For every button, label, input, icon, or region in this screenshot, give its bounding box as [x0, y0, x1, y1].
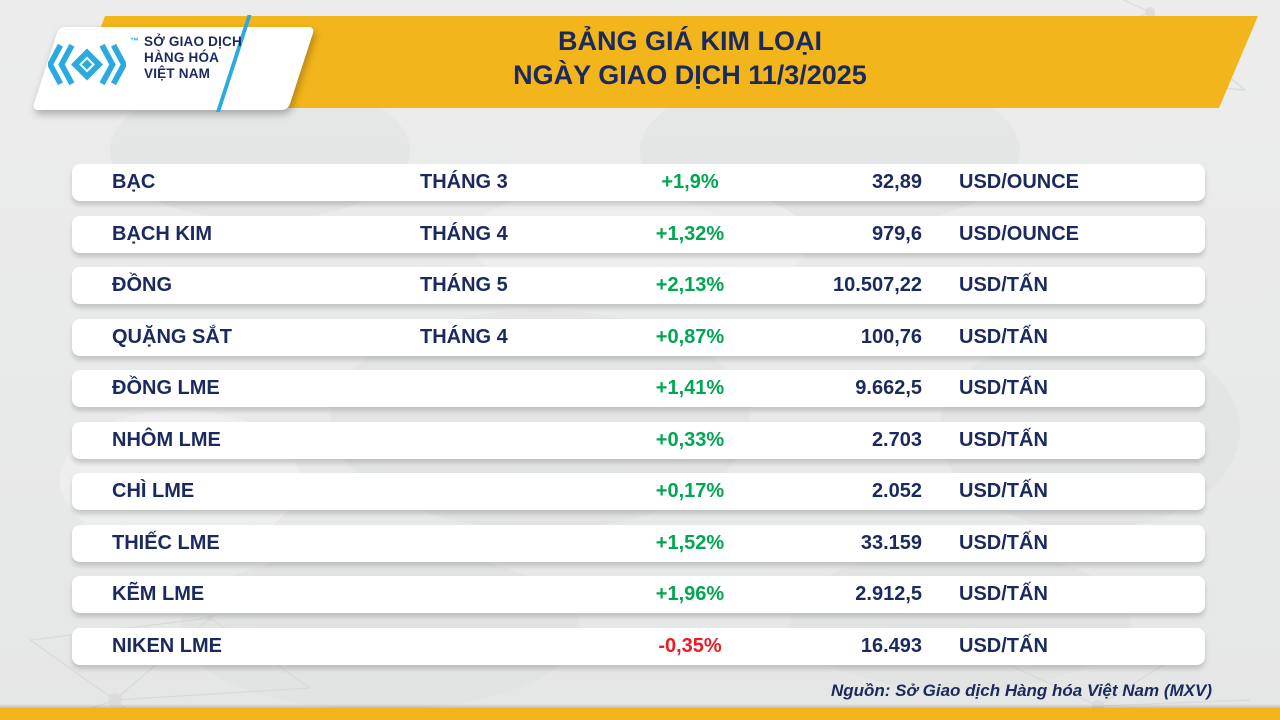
commodity-name: NIKEN LME [112, 634, 222, 657]
price-unit: USD/TẤN [959, 480, 1048, 502]
contract-month: THÁNG 4 [420, 222, 508, 245]
price-value: 10.507,22 [833, 274, 922, 296]
price-value: 2.703 [871, 428, 922, 451]
price-unit: USD/TẤN [959, 583, 1048, 605]
price-unit: USD/TẤN [959, 274, 1048, 296]
mxv-logo: ™ SỞ GIAO DỊCH HÀNG HÓA VIỆT NAM [48, 34, 278, 96]
price-unit: USD/OUNCE [959, 222, 1080, 245]
percent-change: +1,41% [655, 377, 725, 399]
percent-change: -0,35% [658, 634, 722, 657]
page-title-line2: NGÀY GIAO DỊCH 11/3/2025 [513, 60, 867, 90]
price-unit: USD/TẤN [959, 377, 1048, 399]
percent-change: +0,87% [655, 325, 725, 348]
price-value: 979,6 [871, 222, 922, 245]
price-value: 32,89 [871, 171, 922, 193]
commodity-name: NHÔM LME [112, 428, 221, 451]
table-row: KẼM LME +1,96% 2.912,5 USD/TẤN [72, 576, 1205, 613]
mxv-logo-icon [48, 43, 126, 86]
price-value: 2.912,5 [855, 583, 922, 605]
logo-text-line3: VIỆT NAM [144, 66, 211, 81]
commodity-name: BẠC [112, 171, 156, 193]
contract-month: THÁNG 5 [420, 274, 508, 296]
bottom-strip-shadow [0, 704, 1280, 708]
percent-change: +0,33% [655, 428, 725, 451]
percent-change: +1,9% [661, 171, 719, 193]
page-title: BẢNG GIÁ KIM LOẠI NGÀY GIAO DỊCH 11/3/20… [513, 24, 867, 92]
price-value: 2.052 [871, 480, 922, 502]
commodity-name: ĐỒNG LME [112, 377, 220, 399]
price-value: 33.159 [860, 531, 922, 554]
percent-change: +0,17% [655, 480, 725, 502]
trademark-symbol: ™ [130, 36, 139, 46]
price-unit: USD/TẤN [959, 325, 1048, 348]
commodity-name: ĐỒNG [112, 274, 172, 296]
table-row: QUẶNG SẮT THÁNG 4 +0,87% 100,76 USD/TẤN [72, 318, 1205, 356]
percent-change: +2,13% [655, 274, 725, 296]
logo-text-line1: SỞ GIAO DỊCH [144, 34, 242, 49]
source-attribution: Nguồn: Sở Giao dịch Hàng hóa Việt Nam (M… [830, 681, 1212, 700]
table-row: BẠCH KIM THÁNG 4 +1,32% 979,6 USD/OUNCE [72, 215, 1205, 253]
price-unit: USD/OUNCE [959, 171, 1080, 193]
percent-change: +1,96% [655, 583, 725, 605]
price-unit: USD/TẤN [959, 634, 1048, 657]
commodity-name: QUẶNG SẮT [112, 325, 232, 348]
table-row: ĐỒNG LME +1,41% 9.662,5 USD/TẤN [72, 370, 1205, 407]
table-row: NHÔM LME +0,33% 2.703 USD/TẤN [72, 421, 1205, 459]
price-value: 16.493 [860, 634, 922, 657]
price-value: 100,76 [860, 325, 922, 348]
logo-text-line2: HÀNG HÓA [144, 50, 220, 65]
contract-month: THÁNG 3 [420, 171, 508, 193]
bottom-yellow-strip [0, 708, 1280, 720]
page-title-line1: BẢNG GIÁ KIM LOẠI [558, 26, 822, 56]
commodity-name: BẠCH KIM [112, 222, 212, 245]
price-unit: USD/TẤN [959, 531, 1048, 554]
contract-month: THÁNG 4 [420, 325, 508, 348]
mxv-logo-text: SỞ GIAO DỊCH HÀNG HÓA VIỆT NAM [144, 34, 242, 82]
commodity-name: CHÌ LME [112, 480, 195, 502]
commodity-name: KẼM LME [112, 583, 205, 605]
table-row: BẠC THÁNG 3 +1,9% 32,89 USD/OUNCE [72, 164, 1205, 201]
table-row: ĐỒNG THÁNG 5 +2,13% 10.507,22 USD/TẤN [72, 267, 1205, 304]
commodity-name: THIẾC LME [112, 531, 220, 554]
table-row: THIẾC LME +1,52% 33.159 USD/TẤN [72, 524, 1205, 562]
price-value: 9.662,5 [855, 377, 922, 399]
table-row: NIKEN LME -0,35% 16.493 USD/TẤN [72, 627, 1205, 665]
price-table: BẠC THÁNG 3 +1,9% 32,89 USD/OUNCE BẠCH K… [72, 164, 1205, 679]
percent-change: +1,32% [655, 222, 725, 245]
percent-change: +1,52% [655, 531, 725, 554]
table-row: CHÌ LME +0,17% 2.052 USD/TẤN [72, 473, 1205, 510]
price-unit: USD/TẤN [959, 428, 1048, 451]
